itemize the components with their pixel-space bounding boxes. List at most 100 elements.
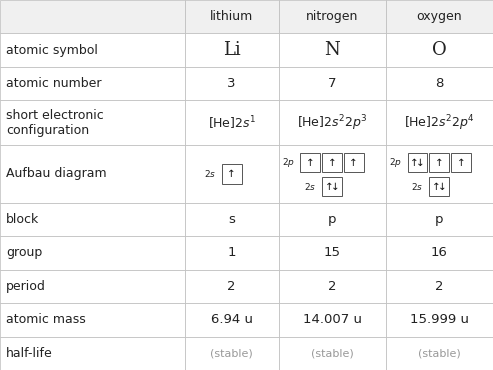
Bar bbox=[386, 34, 493, 67]
Bar bbox=[451, 153, 471, 172]
Text: ↑: ↑ bbox=[410, 158, 419, 168]
Bar bbox=[0, 0, 185, 34]
Bar bbox=[0, 34, 185, 67]
Text: p: p bbox=[435, 213, 444, 226]
Bar bbox=[0, 236, 185, 269]
Bar bbox=[279, 145, 386, 202]
Bar bbox=[386, 101, 493, 145]
Bar bbox=[386, 202, 493, 236]
Text: 3: 3 bbox=[227, 77, 236, 90]
Bar bbox=[185, 101, 279, 145]
Bar bbox=[279, 202, 386, 236]
Bar bbox=[386, 236, 493, 269]
Text: group: group bbox=[6, 246, 42, 259]
Text: 2: 2 bbox=[328, 280, 336, 293]
Text: period: period bbox=[6, 280, 46, 293]
Text: ↑: ↑ bbox=[432, 182, 441, 192]
Text: s: s bbox=[228, 213, 235, 226]
Text: ↓: ↓ bbox=[438, 182, 447, 192]
Text: ↑: ↑ bbox=[306, 158, 315, 168]
Text: 2: 2 bbox=[435, 280, 444, 293]
Text: [He]2$s^2$2$p^3$: [He]2$s^2$2$p^3$ bbox=[297, 113, 367, 133]
Bar bbox=[344, 153, 363, 172]
Bar bbox=[0, 269, 185, 303]
Bar bbox=[0, 336, 185, 370]
Text: 6.94 u: 6.94 u bbox=[211, 313, 253, 326]
Bar bbox=[222, 164, 242, 184]
Bar bbox=[429, 153, 449, 172]
Text: ↓: ↓ bbox=[331, 182, 339, 192]
Bar bbox=[386, 0, 493, 34]
Text: Aufbau diagram: Aufbau diagram bbox=[6, 168, 106, 181]
Text: $2s$: $2s$ bbox=[411, 181, 423, 192]
Bar bbox=[386, 336, 493, 370]
Text: block: block bbox=[6, 213, 39, 226]
Bar bbox=[322, 177, 342, 196]
Bar bbox=[386, 303, 493, 336]
Text: O: O bbox=[432, 41, 447, 59]
Bar bbox=[279, 0, 386, 34]
Text: oxygen: oxygen bbox=[417, 10, 462, 23]
Text: (stable): (stable) bbox=[418, 348, 460, 358]
Text: (stable): (stable) bbox=[211, 348, 253, 358]
Bar bbox=[408, 153, 427, 172]
Text: [He]2$s^2$2$p^4$: [He]2$s^2$2$p^4$ bbox=[404, 113, 475, 133]
Bar bbox=[185, 303, 279, 336]
Text: 1: 1 bbox=[227, 246, 236, 259]
Bar bbox=[185, 145, 279, 202]
Text: atomic symbol: atomic symbol bbox=[6, 44, 98, 57]
Bar bbox=[322, 153, 342, 172]
Bar bbox=[185, 269, 279, 303]
Text: ↑: ↑ bbox=[350, 158, 358, 168]
Text: $2s$: $2s$ bbox=[204, 168, 216, 179]
Bar bbox=[279, 236, 386, 269]
Bar bbox=[185, 67, 279, 101]
Bar bbox=[185, 34, 279, 67]
Text: 15: 15 bbox=[323, 246, 341, 259]
Text: lithium: lithium bbox=[210, 10, 253, 23]
Bar bbox=[429, 177, 449, 196]
Bar bbox=[185, 0, 279, 34]
Bar bbox=[0, 67, 185, 101]
Bar bbox=[279, 101, 386, 145]
Bar bbox=[386, 145, 493, 202]
Bar bbox=[386, 67, 493, 101]
Bar bbox=[0, 303, 185, 336]
Text: Li: Li bbox=[223, 41, 241, 59]
Bar bbox=[185, 202, 279, 236]
Text: 16: 16 bbox=[431, 246, 448, 259]
Text: 8: 8 bbox=[435, 77, 443, 90]
Text: $2p$: $2p$ bbox=[282, 156, 294, 169]
Bar bbox=[300, 153, 320, 172]
Text: 14.007 u: 14.007 u bbox=[303, 313, 361, 326]
Text: 15.999 u: 15.999 u bbox=[410, 313, 469, 326]
Text: (stable): (stable) bbox=[311, 348, 353, 358]
Text: ↑: ↑ bbox=[457, 158, 465, 168]
Text: 7: 7 bbox=[328, 77, 336, 90]
Text: ↑: ↑ bbox=[435, 158, 444, 168]
Bar bbox=[279, 336, 386, 370]
Bar bbox=[279, 303, 386, 336]
Bar bbox=[279, 34, 386, 67]
Text: atomic mass: atomic mass bbox=[6, 313, 86, 326]
Text: $2s$: $2s$ bbox=[304, 181, 317, 192]
Bar bbox=[185, 336, 279, 370]
Text: ↑: ↑ bbox=[328, 158, 336, 168]
Text: short electronic
configuration: short electronic configuration bbox=[6, 109, 104, 137]
Text: atomic number: atomic number bbox=[6, 77, 102, 90]
Bar bbox=[185, 236, 279, 269]
Bar bbox=[279, 67, 386, 101]
Text: 2: 2 bbox=[227, 280, 236, 293]
Text: half-life: half-life bbox=[6, 347, 53, 360]
Bar bbox=[0, 145, 185, 202]
Text: nitrogen: nitrogen bbox=[306, 10, 358, 23]
Text: [He]2$s^1$: [He]2$s^1$ bbox=[208, 114, 256, 132]
Bar bbox=[0, 202, 185, 236]
Text: $2p$: $2p$ bbox=[389, 156, 402, 169]
Bar bbox=[0, 101, 185, 145]
Text: ↓: ↓ bbox=[416, 158, 425, 168]
Text: ↑: ↑ bbox=[227, 169, 236, 179]
Text: p: p bbox=[328, 213, 336, 226]
Bar bbox=[279, 269, 386, 303]
Text: N: N bbox=[324, 41, 340, 59]
